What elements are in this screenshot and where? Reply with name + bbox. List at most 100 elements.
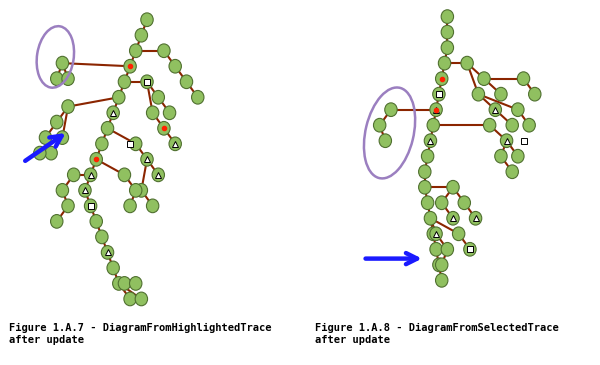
Text: Figure 1.A.8 - DiagramFromSelectedTrace
after update: Figure 1.A.8 - DiagramFromSelectedTrace … [315,323,559,345]
Circle shape [436,72,448,85]
Text: Figure 1.A.7 - DiagramFromHighlightedTrace
after update: Figure 1.A.7 - DiagramFromHighlightedTra… [9,323,271,345]
Circle shape [439,56,451,70]
Circle shape [135,184,148,197]
Circle shape [107,106,119,120]
Circle shape [427,227,439,241]
Circle shape [45,146,58,160]
Circle shape [472,87,485,101]
Circle shape [124,292,136,306]
Circle shape [464,242,476,256]
Circle shape [146,106,159,120]
Circle shape [478,72,490,85]
Circle shape [436,258,448,272]
Circle shape [452,227,465,241]
Circle shape [118,277,131,290]
Circle shape [85,199,97,213]
Circle shape [430,242,442,256]
Circle shape [441,25,454,39]
Circle shape [101,246,114,259]
Circle shape [67,168,80,182]
Circle shape [447,211,459,225]
Circle shape [130,44,142,58]
Circle shape [141,13,153,27]
Circle shape [447,180,459,194]
Circle shape [158,44,170,58]
Circle shape [458,196,470,210]
Circle shape [169,59,181,73]
Circle shape [62,199,74,213]
Circle shape [152,168,164,182]
Circle shape [436,273,448,287]
Circle shape [424,211,437,225]
Circle shape [512,103,524,116]
Circle shape [79,184,91,197]
Circle shape [441,10,454,23]
Circle shape [50,72,63,85]
Circle shape [113,277,125,290]
Circle shape [95,137,108,151]
Circle shape [506,118,518,132]
Circle shape [373,118,386,132]
Circle shape [495,87,507,101]
Circle shape [95,230,108,244]
Circle shape [130,184,142,197]
Circle shape [124,59,136,73]
Circle shape [430,227,442,241]
Circle shape [56,184,68,197]
Circle shape [441,242,454,256]
Circle shape [461,56,473,70]
Circle shape [436,196,448,210]
Circle shape [421,149,434,163]
Circle shape [419,165,431,178]
Circle shape [90,215,103,228]
Circle shape [385,103,397,116]
Circle shape [441,41,454,54]
Circle shape [433,87,445,101]
Circle shape [427,118,439,132]
Circle shape [419,180,431,194]
Circle shape [135,28,148,42]
Circle shape [101,122,114,135]
Circle shape [135,292,148,306]
Circle shape [495,149,507,163]
Circle shape [512,149,524,163]
Circle shape [489,103,502,116]
Circle shape [56,56,68,70]
Circle shape [124,199,136,213]
Circle shape [141,153,153,166]
Circle shape [50,215,63,228]
Circle shape [130,277,142,290]
Circle shape [39,131,52,145]
Circle shape [500,134,513,147]
Circle shape [180,75,193,89]
Circle shape [163,106,176,120]
Circle shape [90,153,103,166]
Circle shape [85,168,97,182]
Circle shape [169,137,181,151]
Circle shape [517,72,530,85]
Circle shape [484,118,496,132]
Circle shape [433,258,445,272]
Circle shape [50,115,63,129]
Circle shape [113,91,125,104]
Circle shape [146,199,159,213]
Circle shape [421,196,434,210]
Circle shape [379,134,392,147]
Circle shape [141,75,153,89]
Circle shape [191,91,204,104]
Circle shape [34,146,46,160]
Circle shape [523,118,535,132]
Circle shape [118,75,131,89]
Circle shape [529,87,541,101]
Circle shape [62,100,74,114]
Circle shape [158,122,170,135]
Circle shape [430,103,442,116]
Circle shape [152,91,164,104]
Circle shape [469,211,482,225]
Circle shape [62,72,74,85]
Circle shape [130,137,142,151]
Circle shape [118,168,131,182]
Circle shape [56,131,68,145]
Circle shape [107,261,119,275]
Circle shape [506,165,518,178]
